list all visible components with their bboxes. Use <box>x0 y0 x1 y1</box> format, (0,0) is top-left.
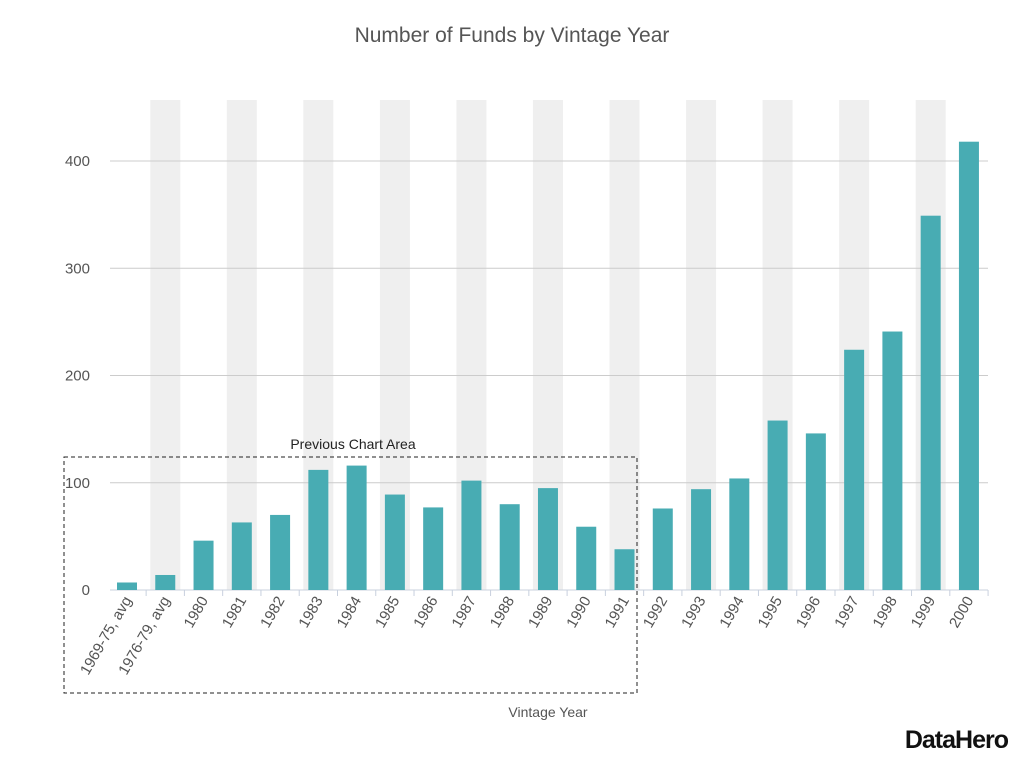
bar-1992 <box>652 508 673 590</box>
bar-1985 <box>384 494 405 590</box>
bar-1996 <box>805 433 826 590</box>
x-tick-label: 1995 <box>755 594 786 631</box>
x-tick-label: 1983 <box>295 594 326 631</box>
bar-1991 <box>614 549 635 590</box>
x-tick-label: 1999 <box>908 594 939 631</box>
bar-1994 <box>729 478 750 590</box>
x-tick-label: 2000 <box>946 594 977 631</box>
x-tick-label: 1996 <box>793 594 824 631</box>
bar-1969-75-avg <box>117 582 137 590</box>
bar-2000 <box>958 141 979 590</box>
x-tick-label: 1980 <box>181 594 212 631</box>
bar-1990 <box>576 526 597 590</box>
x-tick-label: 1981 <box>219 594 250 631</box>
bar-1997 <box>844 349 865 590</box>
x-tick-label: 1990 <box>563 594 594 631</box>
annotation-label: Previous Chart Area <box>290 436 415 452</box>
x-tick-label: 1985 <box>372 594 403 631</box>
bar-1976-79-avg <box>155 574 176 590</box>
x-tick-label: 1992 <box>640 594 671 631</box>
x-tick-label: 1987 <box>448 594 479 631</box>
x-tick-label: 1986 <box>410 594 441 631</box>
bar-1982 <box>270 514 291 590</box>
x-tick-label: 1989 <box>525 594 556 631</box>
x-tick-label: 1998 <box>869 594 900 631</box>
x-tick-label: 1993 <box>678 594 709 631</box>
x-tick-label: 1997 <box>831 594 862 631</box>
bar-1986 <box>423 507 444 590</box>
previous-chart-area-box <box>63 456 638 694</box>
bar-1998 <box>882 331 903 590</box>
chart-title: Number of Funds by Vintage Year <box>355 24 670 47</box>
y-tick-label: 200 <box>65 368 90 385</box>
bar-1999 <box>920 215 941 590</box>
bar-1983 <box>308 469 329 590</box>
bar-1995 <box>767 420 788 590</box>
bar-1987 <box>461 480 482 590</box>
bar-1980 <box>193 540 214 590</box>
datahero-logo: DataHero <box>905 726 1009 754</box>
y-tick-label: 0 <box>82 582 90 599</box>
bar-1981 <box>231 522 252 590</box>
y-tick-label: 100 <box>65 475 90 492</box>
x-axis-label: Vintage Year <box>508 704 587 720</box>
background-band <box>150 100 181 590</box>
y-tick-label: 300 <box>65 260 90 277</box>
bar-1989 <box>537 488 558 590</box>
x-tick-label: 1984 <box>334 594 365 631</box>
x-tick-label: 1982 <box>257 594 288 631</box>
bar-1988 <box>499 504 520 590</box>
background-band <box>609 100 640 590</box>
bar-1993 <box>691 489 712 590</box>
x-tick-label: 1991 <box>602 594 633 631</box>
x-tick-label: 1988 <box>487 594 518 631</box>
y-tick-label: 400 <box>65 153 90 170</box>
x-tick-label: 1994 <box>716 594 747 631</box>
bar-1984 <box>346 465 367 590</box>
background-band <box>226 100 257 590</box>
